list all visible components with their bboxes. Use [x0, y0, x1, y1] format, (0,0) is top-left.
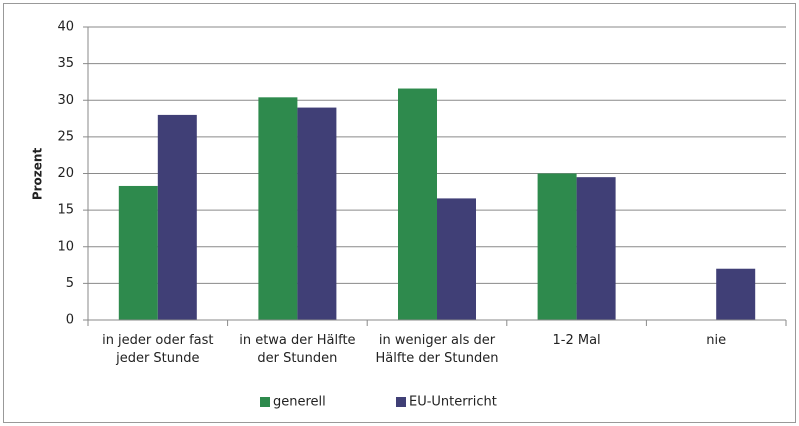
bar	[437, 198, 476, 320]
bar	[576, 177, 616, 320]
legend-label: EU-Unterricht	[409, 395, 497, 410]
x-tick-label: 1-2 Mal	[552, 333, 601, 348]
bar	[398, 88, 437, 320]
x-tick-label: nie	[706, 333, 727, 348]
y-tick-label: 25	[57, 129, 74, 144]
bar	[118, 185, 158, 320]
y-tick-label: 40	[57, 20, 74, 35]
x-tick-label: in etwa der Hälfte der Stunden	[239, 333, 356, 366]
bar	[258, 97, 298, 320]
chart-border	[3, 3, 796, 423]
x-tick-label: in jeder oder fast jeder Stunde	[102, 333, 214, 366]
bar	[716, 268, 756, 320]
bar	[297, 107, 337, 320]
legend-swatch	[260, 397, 270, 407]
legend-label: generell	[273, 395, 326, 410]
y-tick-label: 0	[66, 313, 74, 328]
y-tick-label: 20	[57, 166, 74, 181]
x-tick-label: in weniger als der Hälfte der Stunden	[375, 333, 499, 366]
y-axis-label: Prozent	[31, 148, 45, 201]
y-tick-label: 10	[57, 239, 74, 254]
y-tick-label: 15	[57, 203, 74, 218]
legend-swatch	[396, 397, 406, 407]
y-tick-label: 30	[57, 93, 74, 108]
y-tick-label: 5	[66, 276, 74, 291]
y-tick-label: 35	[57, 56, 74, 71]
bar	[157, 114, 197, 321]
bar	[537, 173, 577, 320]
